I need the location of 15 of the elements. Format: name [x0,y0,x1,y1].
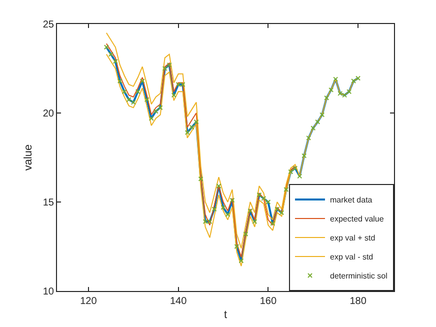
x-tick-label: 180 [350,296,367,307]
legend-label: market data [330,196,373,205]
x-tick-label: 120 [80,296,98,307]
x-axis-title: t [224,309,228,322]
legend-label: exp val - std [330,252,374,262]
legend-label: deterministic sol [330,272,388,281]
y-tick-label: 25 [42,20,54,30]
legend-label: exp val + std [330,234,376,243]
y-tick-label: 20 [42,108,54,120]
legend-label: expected value [330,214,384,224]
y-tick-label: 10 [42,286,54,298]
y-axis-title: value [22,144,35,171]
x-tick-label: 160 [260,296,277,307]
x-tick-label: 140 [170,296,188,307]
y-tick-label: 15 [42,198,54,208]
